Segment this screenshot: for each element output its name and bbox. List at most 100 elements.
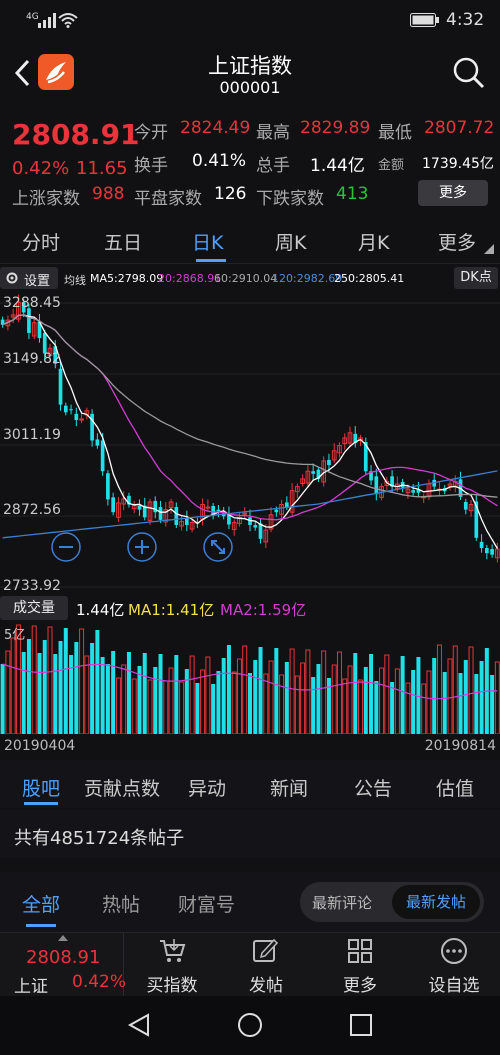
candle-body (411, 490, 415, 493)
volume-label: 总手 (256, 156, 290, 176)
period-tabs: 分时 五日 日K 周K 月K 更多 (0, 216, 500, 264)
candlestick-chart[interactable]: 3288.45 3149.82 3011.19 2872.56 2733.92 (0, 293, 500, 595)
volume-bar (53, 654, 58, 734)
volume-bar (311, 677, 316, 734)
bottom-toolbar: 2808.91 上证 0.42% 买指数 发帖 更多 设自选 (0, 932, 500, 997)
volume-bar (326, 678, 331, 734)
volume-bar (474, 674, 479, 734)
candle-body (216, 509, 221, 512)
price-axis-label-1: 3149.82 (3, 351, 61, 367)
tab-movement[interactable]: 异动 (188, 778, 227, 800)
tab-contribution[interactable]: 贡献点数 (84, 778, 161, 800)
candle-body (227, 514, 231, 525)
page-title: 上证指数 (208, 54, 292, 78)
candle-body (285, 502, 289, 508)
volume-bar (353, 653, 358, 734)
sort-latest-post[interactable]: 最新发帖 (392, 885, 480, 919)
volume-bar (279, 674, 285, 735)
candle-body (363, 442, 368, 472)
volume-bar (142, 653, 147, 734)
candle-body (111, 497, 115, 513)
volume-bar (153, 667, 158, 734)
volume-bar (158, 654, 163, 734)
volume-bar (400, 656, 405, 734)
tab-news[interactable]: 新闻 (270, 778, 309, 800)
zoom-out-icon[interactable] (50, 531, 82, 563)
rise-label: 上涨家数 (12, 189, 80, 209)
sort-toggle: 最新评论 最新发帖 (300, 882, 484, 922)
back-triangle-icon[interactable] (126, 1012, 152, 1038)
posts-count-row: 共有4851724条帖子 (0, 810, 500, 858)
candle-body (337, 445, 342, 454)
ma-indicator-bar: 设置 均线 MA5:2798.09 20:2868.91 60:2910.04 … (0, 265, 500, 293)
tab-intraday[interactable]: 分时 (22, 232, 61, 254)
candle-body (53, 346, 58, 364)
tab-all[interactable]: 全部 (22, 894, 61, 916)
add-watchlist-button[interactable]: 设自选 (416, 933, 492, 997)
search-icon[interactable] (452, 56, 486, 90)
sort-latest-comment[interactable]: 最新评论 (312, 894, 373, 912)
more-menu-label: 更多 (343, 976, 377, 996)
tab-more[interactable]: 更多 (438, 232, 477, 254)
back-icon[interactable] (12, 58, 32, 88)
volume-bar (147, 679, 153, 735)
tab-stock-forum[interactable]: 股吧 (22, 778, 61, 800)
settings-button[interactable]: 设置 (0, 267, 58, 289)
high-value: 2829.89 (300, 118, 371, 138)
candle-body (390, 476, 394, 487)
fall-label: 下跌家数 (256, 189, 324, 209)
candle-body (37, 321, 42, 339)
buy-index-button[interactable]: 买指数 (134, 933, 210, 997)
volume-bar (358, 679, 364, 735)
more-menu-button[interactable]: 更多 (322, 933, 398, 997)
bottom-price-block[interactable]: 2808.91 上证 0.42% (0, 933, 126, 997)
volume-bar (115, 677, 121, 735)
tab-five-day[interactable]: 五日 (104, 232, 143, 254)
volume-bar (390, 682, 395, 734)
tab-announcements[interactable]: 公告 (354, 778, 393, 800)
recents-square-icon[interactable] (348, 1012, 374, 1038)
home-circle-icon[interactable] (237, 1012, 263, 1038)
fullscreen-icon[interactable] (202, 531, 234, 563)
volume-bar (226, 645, 231, 734)
signal-icon (38, 13, 56, 28)
ma60-value: 60:2910.04 (214, 272, 278, 285)
dk-point-button[interactable]: DK点 (454, 267, 498, 289)
tab-weekly-k[interactable]: 周K (275, 232, 307, 254)
end-date: 20190814 (424, 738, 496, 754)
volume-bar (42, 640, 47, 734)
volume-bar (321, 650, 327, 735)
ma5-line (2, 314, 498, 549)
more-button[interactable]: 更多 (418, 180, 488, 206)
ma120-value: 120:2982.69 (272, 272, 343, 285)
volume-bar (263, 673, 269, 735)
volume-bar (405, 682, 411, 735)
posts-count: 共有4851724条帖子 (14, 828, 185, 849)
volume-bar (95, 630, 100, 734)
feed-tabs: 全部 热帖 财富号 最新评论 最新发帖 (0, 872, 500, 932)
candle-body (95, 439, 100, 446)
volume-bar (174, 655, 179, 734)
tab-fortune[interactable]: 财富号 (178, 894, 236, 916)
post-button[interactable]: 发帖 (228, 933, 304, 997)
tab-monthly-k[interactable]: 月K (358, 232, 390, 254)
volume-bar (168, 667, 174, 735)
info-tab-indicator (24, 802, 58, 805)
date-axis: 20190404 20190814 (0, 736, 500, 760)
candle-body (63, 405, 68, 413)
volume-bar (331, 664, 337, 735)
volume-bar (100, 657, 105, 734)
volume-bar (47, 626, 53, 735)
ma-label: 均线 (64, 274, 86, 287)
candle-body (116, 502, 121, 518)
tab-daily-k[interactable]: 日K (192, 232, 224, 254)
volume-indicator-button[interactable]: 成交量 (0, 596, 68, 620)
tab-hot-posts[interactable]: 热帖 (102, 894, 141, 916)
zoom-in-icon[interactable] (126, 531, 158, 563)
tab-valuation[interactable]: 估值 (436, 778, 475, 800)
candle-body (127, 495, 131, 505)
volume-bar (236, 658, 242, 735)
candle-body (353, 433, 358, 444)
price-axis-label-0: 3288.45 (3, 295, 61, 311)
candle-body (0, 319, 5, 325)
